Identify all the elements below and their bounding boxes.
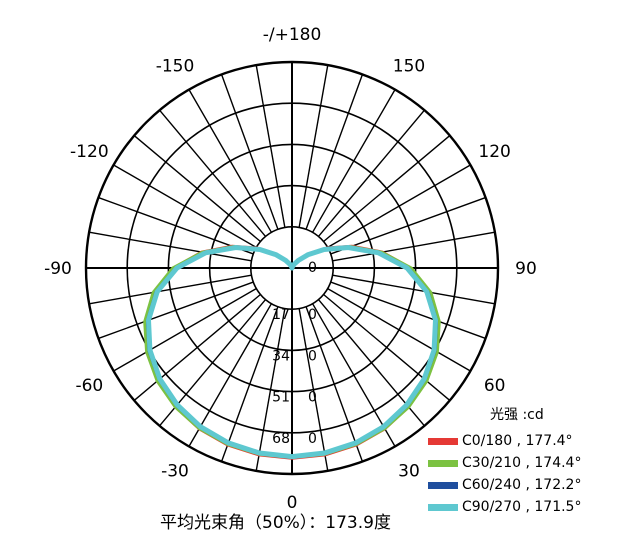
angle-label: -60 [75, 376, 103, 396]
legend-entry-c30: C30/210 , 174.4° [428, 452, 581, 474]
radial-zero-label: 0 [308, 260, 317, 276]
angle-label: -/+180 [263, 25, 322, 45]
legend-swatch [428, 437, 458, 445]
polar-grid [84, 60, 500, 476]
radial-zero-label: 0 [308, 348, 317, 364]
angle-label: -120 [70, 142, 109, 162]
legend: 光强 :cd C0/180 , 177.4° C30/210 , 174.4° … [428, 404, 581, 518]
legend-label: C30/210 , 174.4° [462, 455, 582, 471]
grid-ring [208, 184, 376, 352]
legend-title: 光强 :cd [490, 407, 544, 423]
grid-ring [250, 226, 335, 311]
legend-swatch [428, 459, 458, 467]
grid-ring [167, 143, 417, 393]
legend-label: C0/180 , 177.4° [462, 433, 573, 449]
angle-label: 120 [478, 142, 510, 162]
legend-label: C60/240 , 172.2° [462, 477, 582, 493]
angle-label: 90 [515, 259, 537, 279]
legend-entry-c0: C0/180 , 177.4° [428, 430, 581, 452]
angle-label: -90 [44, 259, 72, 279]
intensity-curve [146, 245, 438, 460]
radial-tick-label: 51 [272, 390, 290, 406]
radial-zero-label: 0 [308, 390, 317, 406]
axis-labels: -/+180 150 -150 120 -120 90 -90 60 -60 30 -30 0 17 0 3… [44, 25, 537, 513]
angle-label: 30 [398, 462, 420, 482]
average-beam-angle: 平均光束角（50%）：173.9度 [160, 513, 391, 533]
angle-label: -150 [156, 56, 195, 76]
legend-label: C90/270 , 171.5° [462, 499, 582, 515]
radial-zero-label: 0 [308, 431, 317, 447]
legend-entry-c60: C60/240 , 172.2° [428, 474, 581, 496]
radial-tick-label: 17 [272, 307, 290, 323]
grid-ring [126, 102, 458, 434]
radial-zero-label: 0 [308, 307, 317, 323]
legend-entry-c90: C90/270 , 171.5° [428, 496, 581, 518]
angle-label: 150 [393, 56, 425, 76]
radial-tick-label: 68 [272, 431, 290, 447]
radial-tick-label: 34 [272, 348, 290, 364]
intensity-curves [143, 244, 441, 460]
angle-label: 60 [484, 376, 506, 396]
angle-label: -30 [161, 462, 189, 482]
legend-swatch [428, 503, 458, 511]
angle-label: 0 [287, 493, 298, 513]
grid-ring [84, 60, 500, 476]
legend-swatch [428, 481, 458, 489]
